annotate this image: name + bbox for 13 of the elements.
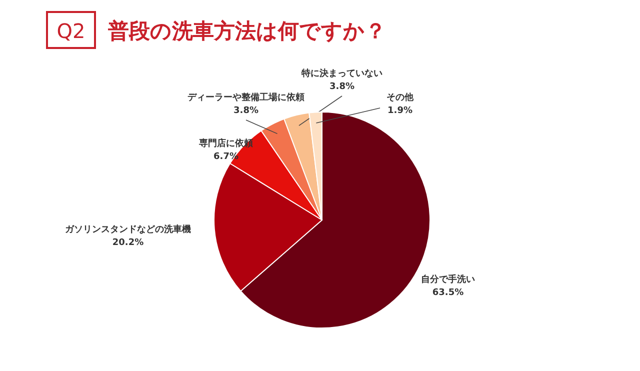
annotation: Q2 xyxy=(46,11,96,49)
slice-label: ディーラーや整備工場に依頼 xyxy=(188,92,304,103)
data-label: 20.2% xyxy=(112,238,144,248)
slice-label: ガソリンスタンドなどの洗車機 xyxy=(65,224,191,235)
data-label: 3.8% xyxy=(330,82,354,92)
slice-label: 特に決まっていない xyxy=(300,68,382,79)
slice-label: その他 xyxy=(386,92,414,103)
chart-title: 普段の洗車方法は何ですか？ xyxy=(107,19,386,43)
data-label: 63.5% xyxy=(432,288,464,298)
slice-label: 自分で手洗い xyxy=(421,274,475,285)
data-label: 3.8% xyxy=(234,106,258,116)
data-label: 1.9% xyxy=(388,106,412,116)
slice-label: 専門店に依頼 xyxy=(198,138,253,149)
